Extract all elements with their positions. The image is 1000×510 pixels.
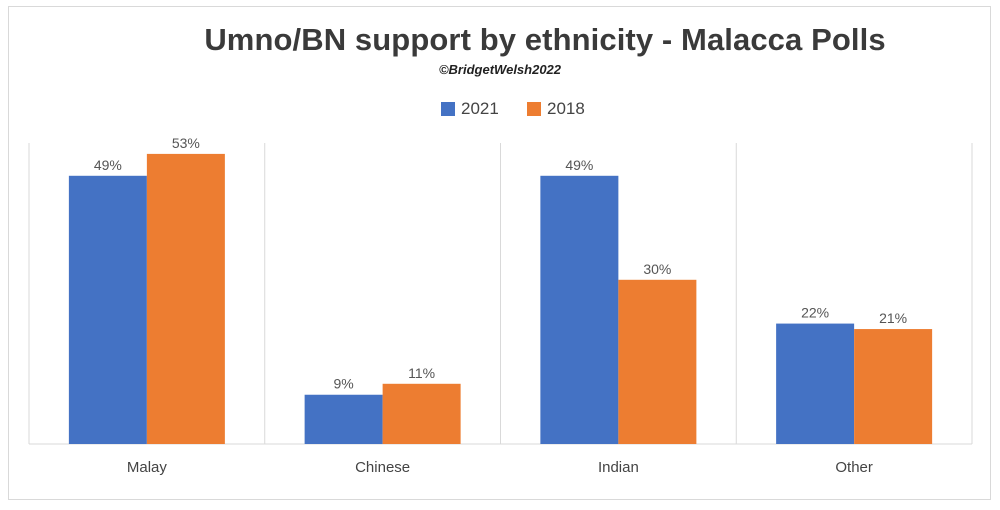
bar-2018-other — [854, 329, 933, 444]
data-label-2018-other: 21% — [879, 310, 907, 326]
data-label-2021-malay: 49% — [94, 157, 122, 173]
bar-2021-malay — [68, 175, 147, 444]
data-label-2018-indian: 30% — [643, 261, 671, 277]
chart-title: Umno/BN support by ethnicity - Malacca P… — [204, 22, 886, 57]
data-label-2021-indian: 49% — [565, 157, 593, 173]
legend-label-2018: 2018 — [547, 99, 585, 118]
bar-2018-malay — [146, 153, 225, 445]
data-label-2021-other: 22% — [801, 305, 829, 321]
bar-2021-indian — [540, 175, 619, 444]
bar-2018-chinese — [382, 383, 461, 444]
chart-subtitle: ©BridgetWelsh2022 — [438, 62, 562, 77]
x-tick-label-malay: Malay — [127, 459, 168, 476]
legend: 2021 2018 — [0, 98, 1000, 120]
legend-swatch-2018 — [527, 102, 541, 116]
data-label-2018-chinese: 11% — [408, 365, 435, 381]
legend-item-2021: 2021 — [441, 98, 499, 120]
bar-2018-indian — [618, 279, 697, 444]
data-label-2018-malay: 53% — [172, 135, 200, 151]
x-tick-label-chinese: Chinese — [355, 459, 410, 476]
legend-item-2018: 2018 — [527, 98, 585, 120]
legend-swatch-2021 — [441, 102, 455, 116]
x-tick-label-indian: Indian — [598, 459, 639, 476]
legend-label-2021: 2021 — [461, 99, 499, 118]
x-tick-label-other: Other — [835, 459, 873, 476]
bar-2021-chinese — [304, 394, 383, 444]
bar-2021-other — [776, 323, 855, 444]
data-label-2021-chinese: 9% — [334, 376, 354, 392]
